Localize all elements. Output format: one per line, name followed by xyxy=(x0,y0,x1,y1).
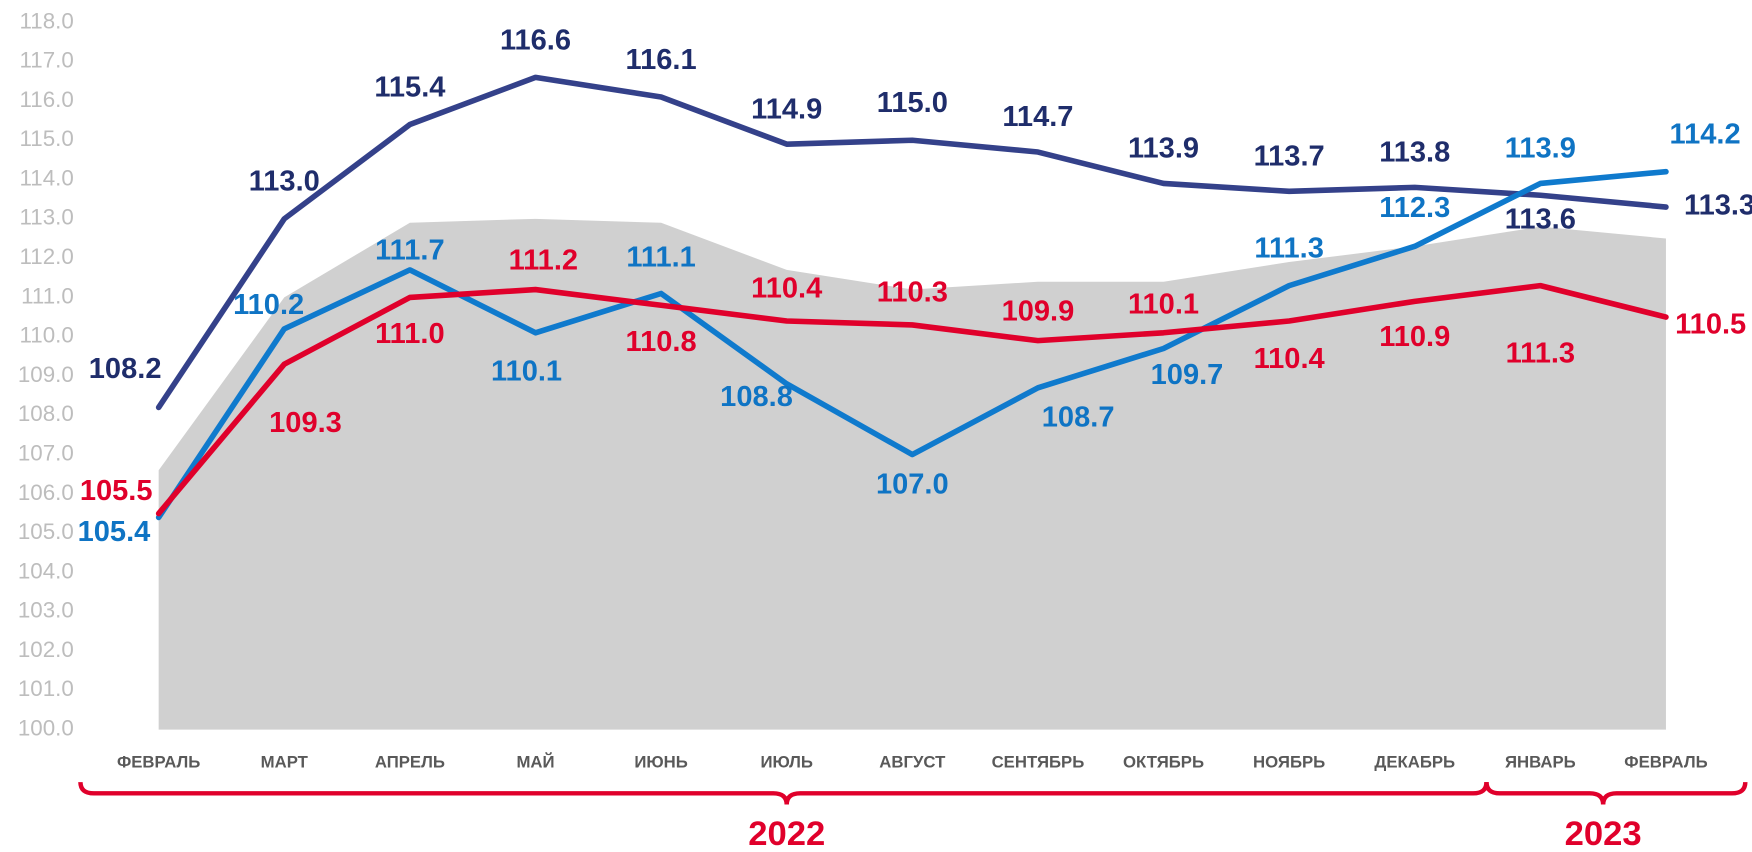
data-label: 116.6 xyxy=(500,24,571,56)
data-label: 115.4 xyxy=(374,71,445,103)
line xyxy=(155,168,1669,521)
data-label: 110.1 xyxy=(1128,289,1199,321)
data-label: 108.2 xyxy=(89,353,162,385)
data-label: 110.4 xyxy=(1254,343,1325,375)
data-label: 116.1 xyxy=(626,44,697,76)
data-label: 111.1 xyxy=(626,242,695,274)
area xyxy=(158,218,1666,730)
data-label: 111.3 xyxy=(1506,338,1575,370)
data-label: 110.9 xyxy=(1379,321,1450,353)
x-tick-label: ФЕВРАЛЬ xyxy=(117,753,200,772)
data-label: 113.3 xyxy=(1684,190,1752,222)
line xyxy=(155,282,1669,517)
y-tick-label: 106.0 xyxy=(18,480,74,505)
data-label: 110.2 xyxy=(233,289,304,321)
x-tick-label: ФЕВРАЛЬ xyxy=(1624,753,1707,772)
data-label: 108.7 xyxy=(1042,402,1115,434)
data-label: 105.4 xyxy=(78,516,151,548)
data-label: 105.5 xyxy=(80,475,153,507)
x-tick-label: ИЮЛЬ xyxy=(760,753,812,772)
data-label: 110.5 xyxy=(1675,309,1746,341)
data-label: 110.8 xyxy=(626,326,697,358)
data-label: 109.7 xyxy=(1151,359,1224,391)
data-label: 113.9 xyxy=(1505,133,1576,165)
data-label: 113.8 xyxy=(1379,137,1450,169)
data-label: 113.0 xyxy=(249,166,320,198)
x-tick-label: АВГУСТ xyxy=(879,753,946,772)
y-tick-label: 102.0 xyxy=(18,637,74,662)
x-tick-label: НОЯБРЬ xyxy=(1253,753,1325,772)
group-label: 2023 xyxy=(1565,815,1642,852)
data-label: 114.7 xyxy=(1002,101,1073,133)
data-label: 113.7 xyxy=(1254,140,1325,172)
data-label: 111.0 xyxy=(375,318,444,350)
data-label: 111.2 xyxy=(509,244,578,276)
line xyxy=(155,74,1669,411)
data-label: 109.3 xyxy=(269,407,342,439)
x-tick-label: МАРТ xyxy=(261,753,309,772)
y-tick-label: 104.0 xyxy=(18,558,74,583)
y-tick-label: 117.0 xyxy=(20,48,74,73)
data-label: 108.8 xyxy=(720,381,793,413)
data-label: 110.3 xyxy=(877,276,948,308)
y-tick-label: 107.0 xyxy=(18,440,74,465)
y-tick-label: 114.0 xyxy=(20,165,74,190)
y-tick-label: 115.0 xyxy=(20,126,74,151)
y-tick-label: 100.0 xyxy=(18,716,74,741)
x-tick-label: ОКТЯБРЬ xyxy=(1123,753,1204,772)
data-label: 111.3 xyxy=(1254,233,1323,265)
y-tick-label: 113.0 xyxy=(20,205,74,230)
y-tick-label: 112.0 xyxy=(20,244,74,269)
x-tick-label: ИЮНЬ xyxy=(634,753,687,772)
data-label: 114.2 xyxy=(1670,119,1741,151)
y-tick-label: 101.0 xyxy=(18,676,74,701)
x-tick-label: ЯНВАРЬ xyxy=(1505,753,1576,772)
x-tick-label: ДЕКАБРЬ xyxy=(1374,753,1455,772)
data-label: 114.9 xyxy=(751,93,822,125)
data-label: 110.1 xyxy=(491,356,562,388)
data-label: 111.7 xyxy=(375,235,444,267)
y-tick-label: 116.0 xyxy=(20,87,74,112)
y-tick-label: 111.0 xyxy=(21,283,74,308)
data-label: 110.4 xyxy=(751,272,822,304)
x-tick-label: МАЙ xyxy=(516,753,554,772)
group-brace xyxy=(78,781,1489,805)
data-label: 109.9 xyxy=(1002,295,1075,327)
y-tick-label: 103.0 xyxy=(18,598,74,623)
data-label: 112.3 xyxy=(1379,192,1450,224)
data-label: 107.0 xyxy=(876,469,949,501)
x-tick-label: СЕНТЯБРЬ xyxy=(992,753,1085,772)
y-tick-label: 108.0 xyxy=(18,401,74,426)
y-tick-label: 110.0 xyxy=(20,323,74,348)
group-label: 2022 xyxy=(748,815,825,852)
data-label: 113.9 xyxy=(1128,133,1199,165)
y-tick-label: 105.0 xyxy=(18,519,74,544)
x-tick-label: АПРЕЛЬ xyxy=(375,753,445,772)
y-tick-label: 109.0 xyxy=(18,362,74,387)
y-tick-label: 118.0 xyxy=(20,8,74,33)
data-label: 113.6 xyxy=(1505,204,1576,236)
data-label: 115.0 xyxy=(877,87,948,119)
group-brace xyxy=(1484,781,1748,805)
